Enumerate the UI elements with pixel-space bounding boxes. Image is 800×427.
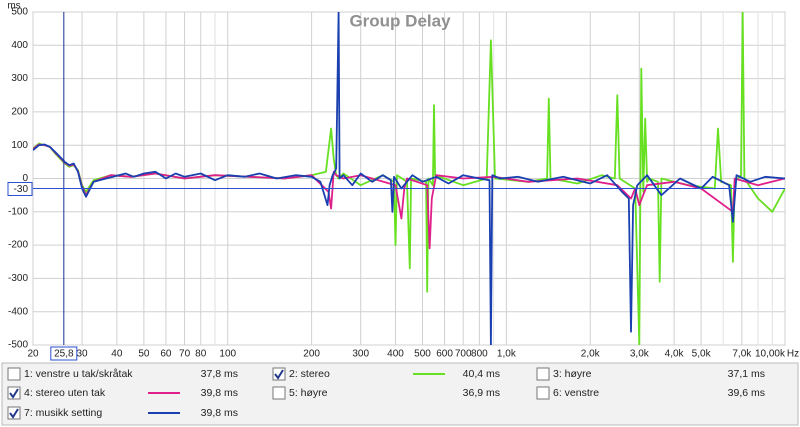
x-tick-label: 7,0k — [732, 349, 752, 360]
cursor-y-label: -30 — [14, 184, 29, 195]
legend-checkbox[interactable] — [536, 386, 550, 400]
legend-checkbox[interactable] — [7, 367, 21, 381]
x-tick-label: 800 — [471, 349, 488, 360]
x-tick-label: 80 — [195, 349, 207, 360]
y-tick-label: 400 — [11, 40, 28, 51]
legend-name: 6: venstre — [553, 387, 599, 399]
y-tick-label: -300 — [8, 273, 28, 284]
x-tick-label: 5,0k — [692, 349, 712, 360]
x-tick-label: 70 — [179, 349, 191, 360]
x-tick-label: 200 — [303, 349, 320, 360]
x-tick-label: 2,0k — [581, 349, 601, 360]
x-tick-label: 700 — [455, 349, 472, 360]
legend-readout: 36,9 ms — [463, 387, 500, 399]
y-tick-label: 200 — [11, 107, 28, 118]
legend-readout: 37,8 ms — [201, 368, 238, 380]
x-tick-label: 1,0k — [497, 349, 517, 360]
legend-check[interactable] — [9, 408, 19, 419]
y-tick-label: -400 — [8, 306, 28, 317]
x-tick-label: 3,0k — [630, 349, 650, 360]
legend-checkbox[interactable] — [272, 386, 286, 400]
x-tick-label: 300 — [352, 349, 369, 360]
legend-readout: 37,1 ms — [728, 368, 765, 380]
x-tick-label: 30 — [77, 349, 89, 360]
x-tick-label: 4,0k — [665, 349, 685, 360]
x-tick-label: 100 — [219, 349, 236, 360]
y-tick-label: -500 — [8, 340, 28, 351]
legend-name: 7: musikk setting — [24, 407, 102, 419]
legend-checkbox[interactable] — [536, 367, 550, 381]
y-tick-label: 500 — [11, 7, 28, 18]
legend-readout: 39,8 ms — [201, 407, 238, 419]
y-tick-label: 0 — [22, 173, 28, 184]
x-tick-label: 600 — [436, 349, 453, 360]
chart-title: Group Delay — [349, 11, 451, 30]
y-unit: ms — [7, 1, 20, 12]
legend-readout: 39,8 ms — [201, 387, 238, 399]
legend-readout: 40,4 ms — [463, 368, 500, 380]
legend-name: 1: venstre u tak/skråtak — [24, 368, 133, 380]
cursor-x-box — [50, 346, 78, 361]
y-tick-label: -200 — [8, 240, 28, 251]
x-tick-label: 500 — [414, 349, 431, 360]
x-tick-label: 50 — [138, 349, 150, 360]
series-line — [33, 12, 785, 345]
x-unit: Hz — [787, 349, 799, 360]
x-tick-label: 60 — [160, 349, 172, 360]
x-tick-label: 400 — [387, 349, 404, 360]
x-tick-label: 20 — [27, 349, 39, 360]
x-tick-label: 40 — [111, 349, 123, 360]
y-tick-label: 100 — [11, 140, 28, 151]
legend-panel — [1, 362, 799, 426]
legend-name: 4: stereo uten tak — [24, 387, 106, 399]
legend-check[interactable] — [9, 388, 19, 399]
legend-readout: 39,6 ms — [728, 387, 765, 399]
legend-name: 2: stereo — [289, 368, 330, 380]
y-tick-label: -100 — [8, 206, 28, 217]
legend-name: 5: høyre — [289, 387, 328, 399]
legend-check[interactable] — [274, 369, 284, 380]
legend-name: 3: høyre — [553, 368, 592, 380]
y-tick-label: 300 — [11, 73, 28, 84]
x-tick-label: 10,00k — [755, 349, 786, 360]
cursor-y-box — [7, 181, 33, 196]
cursor-x-label: 25,8 — [54, 349, 74, 360]
